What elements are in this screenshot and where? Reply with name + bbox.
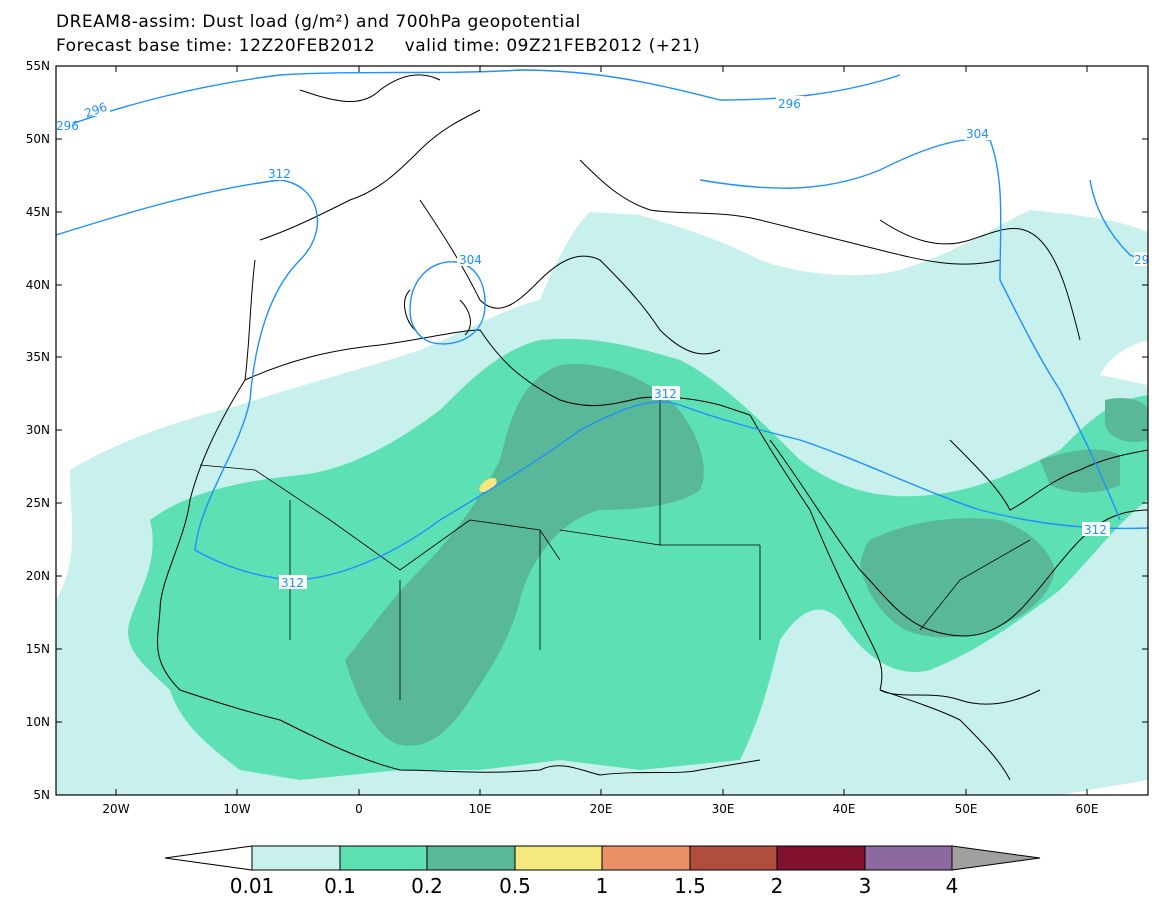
- contour-label-304-a: 304: [966, 127, 989, 141]
- contour-label-312-c: 312: [654, 387, 677, 401]
- lon-label-20w: 20W: [102, 802, 129, 816]
- contour-label-312-b: 312: [281, 576, 304, 590]
- map-title: DREAM8-assim: Dust load (g/m²) and 700hP…: [56, 12, 581, 32]
- colorbar-label-3: 0.5: [499, 874, 531, 898]
- colorbar-label-5: 1.5: [674, 874, 706, 898]
- borders: [199, 400, 1031, 700]
- lat-axis: [56, 65, 1148, 723]
- contour-label-296-c: 296: [56, 119, 79, 133]
- geopotential-contours: [56, 69, 1148, 581]
- contour-labels: 296 296 296 304 304 312 312 312 312 29: [56, 96, 1149, 590]
- colorbar-swatch-0: [251, 845, 341, 871]
- coastlines: [157, 74, 1148, 781]
- lon-label-10e: 10E: [469, 802, 492, 816]
- lon-label-50e: 50E: [955, 802, 978, 816]
- dust-field-dark: [345, 364, 704, 746]
- contour-304: [699, 138, 1121, 521]
- lat-label-40n: 40N: [26, 278, 50, 292]
- contour-label-312-a: 312: [268, 167, 291, 181]
- lat-label-35n: 35N: [26, 350, 50, 364]
- colorbar-swatch-2: [426, 845, 516, 871]
- lat-label-30n: 30N: [26, 423, 50, 437]
- colorbar-label-2: 0.2: [411, 874, 443, 898]
- colorbar-label-7: 3: [859, 874, 872, 898]
- map-subtitle: Forecast base time: 12Z20FEB2012 valid t…: [56, 36, 701, 56]
- colorbar: [164, 845, 1041, 871]
- colorbar-swatch-3: [514, 845, 603, 871]
- lon-label-20e: 20E: [590, 802, 613, 816]
- lon-label-60e: 60E: [1076, 802, 1099, 816]
- colorbar-label-4: 1: [596, 874, 609, 898]
- lat-labels: 55N 50N 45N 40N 35N 30N 25N 20N 15N 10N …: [26, 59, 50, 802]
- dust-field-dark-east: [1105, 398, 1148, 442]
- colorbar-swatch-6: [776, 845, 866, 871]
- dust-field-peak: [479, 477, 497, 493]
- lat-label-5n: 5N: [33, 788, 50, 802]
- lon-label-30e: 30E: [712, 802, 735, 816]
- colorbar-swatch-4: [601, 845, 691, 871]
- lat-label-55n: 55N: [26, 59, 50, 73]
- contour-label-304-b: 304: [459, 253, 482, 267]
- colorbar-over: [951, 845, 1041, 871]
- contour-312: [56, 179, 1148, 581]
- contour-label-312-d: 312: [1084, 523, 1107, 537]
- lat-label-25n: 25N: [26, 496, 50, 510]
- colorbar-under: [164, 845, 253, 871]
- contour-304-closed: [409, 261, 486, 345]
- colorbar-label-6: 2: [771, 874, 784, 898]
- colorbar-label-0: 0.01: [230, 874, 275, 898]
- lat-label-45n: 45N: [26, 205, 50, 219]
- lon-label-0: 0: [355, 802, 363, 816]
- lon-labels: 20W 10W 0 10E 20E 30E 40E 50E 60E: [102, 802, 1098, 816]
- contour-312-east: [1089, 179, 1148, 263]
- dust-field-dark-gulf: [1040, 449, 1120, 493]
- lat-label-10n: 10N: [26, 715, 50, 729]
- colorbar-labels: 0.01 0.1 0.2 0.5 1 1.5 2 3 4: [230, 874, 959, 898]
- contour-label-29: 29: [1134, 253, 1149, 267]
- lat-label-20n: 20N: [26, 569, 50, 583]
- colorbar-swatch-7: [864, 845, 953, 871]
- lon-label-10w: 10W: [223, 802, 250, 816]
- colorbar-swatch-5: [689, 845, 778, 871]
- dust-fields: [56, 210, 1148, 795]
- colorbar-label-1: 0.1: [324, 874, 356, 898]
- lat-label-15n: 15N: [26, 642, 50, 656]
- colorbar-label-8: 4: [946, 874, 959, 898]
- contour-296: [56, 69, 901, 131]
- lon-label-40e: 40E: [833, 802, 856, 816]
- lon-axis: [115, 66, 1088, 795]
- colorbar-swatch-1: [339, 845, 428, 871]
- dust-field-dark-arabia: [860, 518, 1055, 638]
- lat-label-50n: 50N: [26, 132, 50, 146]
- contour-label-296-b: 296: [778, 97, 801, 111]
